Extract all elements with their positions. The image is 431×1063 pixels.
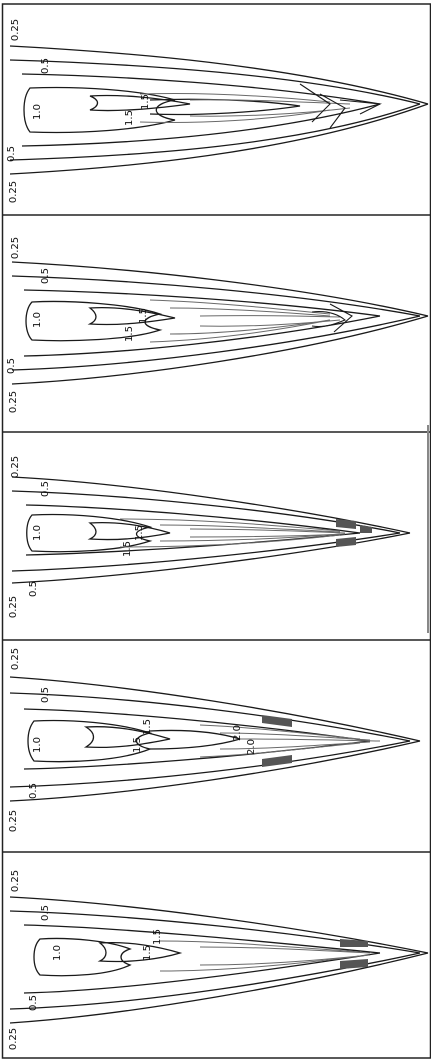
contour-label: 1.5 <box>138 308 149 324</box>
contour-panel-3: 0.25 0.5 1.0 1.5 1.5 0.5 0.25 <box>8 425 429 633</box>
contour-label: 0.5 <box>28 995 39 1011</box>
contour-panel-1: 0.25 0.5 1.0 1.5 1.5 0.5 0.25 <box>6 19 429 203</box>
contour-label: 0.5 <box>28 783 39 799</box>
contour-label: 1.5 <box>152 929 163 945</box>
contour-label: 0.5 <box>6 146 17 162</box>
contour-label: 0.5 <box>40 268 51 284</box>
contour-label: 0.25 <box>8 181 19 203</box>
contour-label: 1.5 <box>140 94 151 110</box>
contour-label: 0.25 <box>8 810 19 832</box>
contour-label: 1.0 <box>32 104 43 120</box>
contour-label: 0.25 <box>10 870 21 892</box>
contour-label: 0.25 <box>10 648 21 670</box>
contour-label: 1.5 <box>124 110 135 126</box>
contour-label: 0.25 <box>8 391 19 413</box>
contour-label: 1.5 <box>142 945 153 961</box>
contour-label: 1.5 <box>132 737 143 753</box>
contour-label: 0.25 <box>10 237 21 259</box>
contour-label: 0.25 <box>10 19 21 41</box>
contour-label: 1.5 <box>134 525 145 541</box>
contour-label: 0.25 <box>8 1028 19 1050</box>
contour-label: 0.25 <box>8 596 19 618</box>
contour-label: 0.5 <box>40 58 51 74</box>
contour-panel-4: 0.25 0.5 1.0 1.5 1.5 2.0 2.0 0.5 0.25 <box>8 648 421 832</box>
contour-label: 0.5 <box>40 687 51 703</box>
contour-label: 2.0 <box>232 725 243 741</box>
contour-panel-2: 0.25 0.5 1.0 1.5 1.5 0.5 0.25 <box>6 237 429 413</box>
contour-label: 0.25 <box>10 456 21 478</box>
contour-label: 1.5 <box>142 719 153 735</box>
contour-label: 1.0 <box>52 945 63 961</box>
contour-label: 2.0 <box>246 739 257 755</box>
contour-label: 1.5 <box>124 326 135 342</box>
contour-label: 0.5 <box>28 581 39 597</box>
contour-label: 0.5 <box>40 905 51 921</box>
contour-label: 1.0 <box>32 737 43 753</box>
contour-panel-5: 0.25 0.5 1.0 1.5 1.5 0.5 0.25 <box>8 870 429 1050</box>
contour-label: 1.0 <box>32 525 43 541</box>
contour-label: 1.0 <box>32 312 43 328</box>
contour-label: 1.5 <box>122 541 133 557</box>
contour-label: 0.5 <box>6 358 17 374</box>
contour-label: 0.5 <box>40 481 51 497</box>
